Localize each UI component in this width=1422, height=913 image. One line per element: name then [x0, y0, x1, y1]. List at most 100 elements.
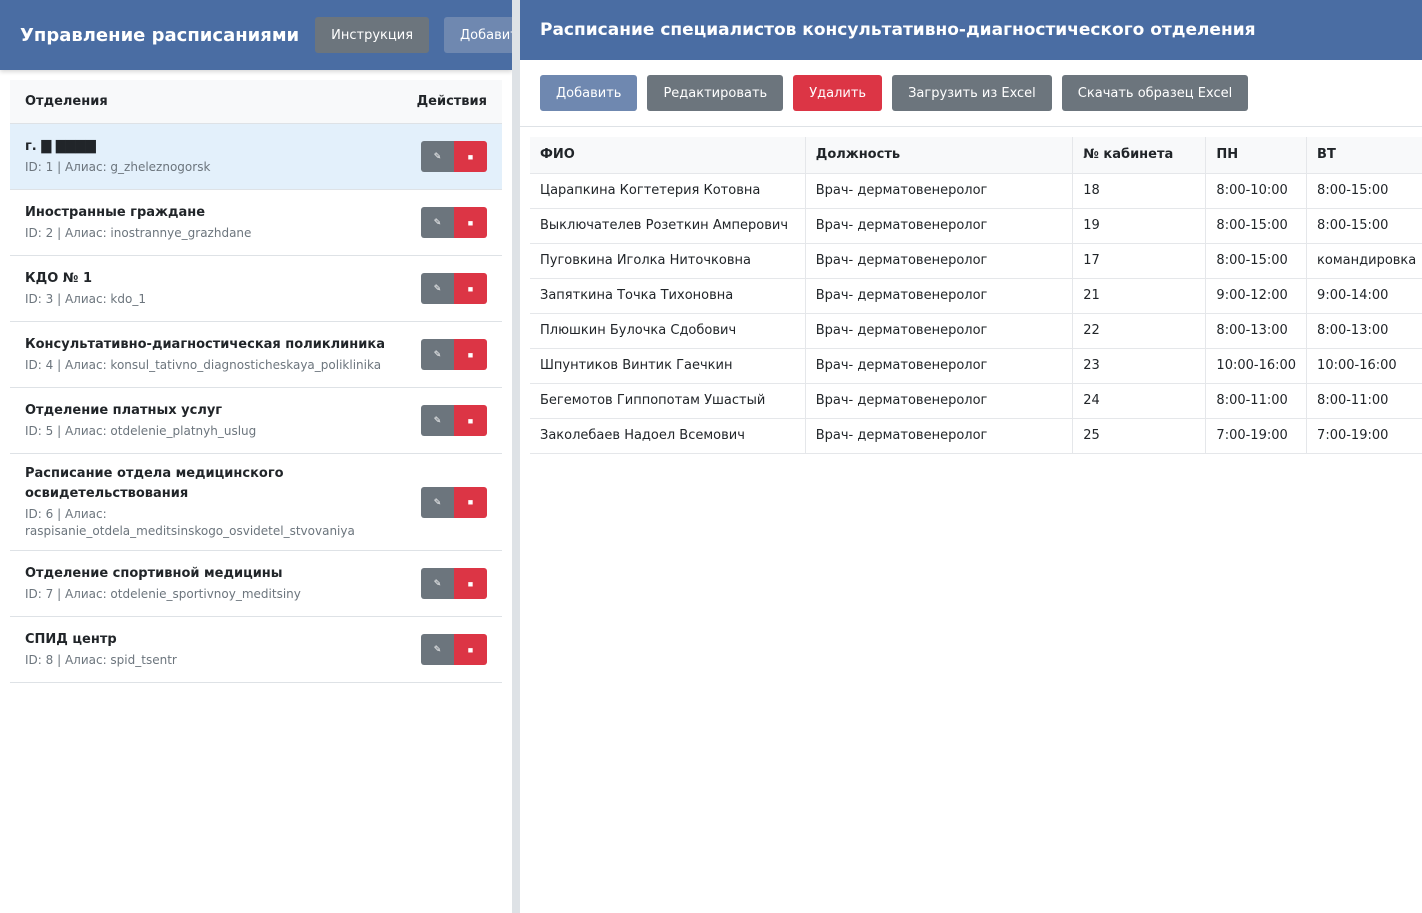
schedule-title: Расписание специалистов консультативно-д…: [540, 20, 1256, 40]
column-header[interactable]: ПН: [1205, 137, 1308, 174]
table-cell: Врач- дерматовенеролог: [804, 312, 1074, 349]
trash-icon: ■: [467, 217, 474, 228]
table-cell: Запяткина Точка Тихоновна: [530, 277, 806, 314]
department-meta: ID: 7 | Алиас: otdelenie_sportivnoy_medi…: [25, 587, 301, 601]
department-row[interactable]: Отделение платных услуг ID: 5 | Алиас: ot…: [10, 388, 502, 454]
delete-department-button[interactable]: ■: [454, 634, 487, 665]
table-cell: Врач- дерматовенеролог: [804, 172, 1074, 209]
toolbar: Добавить Редактировать Удалить Загрузить…: [520, 60, 1422, 127]
edit-department-button[interactable]: ✎: [421, 141, 454, 172]
trash-icon: ■: [467, 644, 474, 655]
delete-department-button[interactable]: ■: [454, 339, 487, 370]
table-cell: 7:00-19:00: [1205, 417, 1308, 454]
pencil-icon: ✎: [433, 283, 442, 293]
department-row[interactable]: г. ▇ ▇▇▇▇ ID: 1 | Алиас: g_zheleznogorsk ✎…: [10, 124, 502, 190]
table-header-row: ФИО Должность № кабинета ПН ВТ: [530, 137, 1422, 174]
table-row[interactable]: Выключателев Розеткин Амперович Врач- дер…: [530, 207, 1422, 244]
table-cell: 25: [1072, 417, 1207, 454]
column-header[interactable]: ФИО: [530, 137, 806, 174]
add-button[interactable]: Добавить: [540, 75, 638, 111]
table-cell: 8:00-15:00: [1205, 242, 1308, 279]
delete-button[interactable]: Удалить: [793, 75, 883, 111]
edit-department-button[interactable]: ✎: [421, 339, 454, 370]
department-name: Расписание отдела медицинского освидетел…: [25, 466, 284, 501]
right-header: Расписание специалистов консультативно-д…: [520, 0, 1422, 60]
department-name: Консультативно-диагностическая поликлини…: [25, 337, 385, 352]
table-cell: 10:00-16:00: [1306, 347, 1422, 384]
department-row[interactable]: КДО № 1 ID: 3 | Алиас: kdo_1 ✎ ■: [10, 256, 502, 322]
department-meta: ID: 8 | Алиас: spid_tsentr: [25, 653, 177, 667]
upload-excel-button[interactable]: Загрузить из Excel: [892, 75, 1052, 111]
table-cell: Врач- дерматовенеролог: [804, 242, 1074, 279]
department-meta: ID: 4 | Алиас: konsul_tativno_diagnostic…: [25, 358, 382, 372]
table-cell: 18: [1072, 172, 1207, 209]
edit-department-button[interactable]: ✎: [421, 207, 454, 238]
trash-icon: ■: [467, 497, 474, 507]
table-cell: 8:00-15:00: [1306, 172, 1422, 209]
table-row[interactable]: Плюшкин Булочка Сдобович Врач- дерматовен…: [530, 312, 1422, 349]
table-cell: 21: [1072, 277, 1207, 314]
department-row[interactable]: Иностранные граждане ID: 2 | Алиас: inost…: [10, 190, 502, 256]
department-name: СПИД центр: [25, 632, 117, 647]
left-header: Управление расписаниями Инструкция Добав…: [0, 0, 542, 70]
delete-department-button[interactable]: ■: [454, 568, 487, 599]
table-row[interactable]: Шпунтиков Винтик Гаечкин Врач- дерматовен…: [530, 347, 1422, 384]
table-cell: 8:00-15:00: [1205, 207, 1308, 244]
edit-department-button[interactable]: ✎: [421, 486, 454, 518]
app-title: Управление расписаниями: [20, 24, 300, 46]
table-row[interactable]: Царапкина Когтетерия Котовна Врач- дермат…: [530, 172, 1422, 209]
table-cell: 22: [1072, 312, 1207, 349]
pencil-icon: ✎: [433, 644, 442, 654]
column-header[interactable]: ВТ: [1306, 137, 1422, 174]
department-meta: ID: 6 | Алиас: raspisanie_otdela_meditsi…: [25, 507, 355, 538]
table-cell: Царапкина Когтетерия Котовна: [530, 172, 806, 209]
department-meta: ID: 1 | Алиас: g_zheleznogorsk: [25, 160, 211, 174]
edit-button[interactable]: Редактировать: [647, 75, 784, 111]
edit-department-button[interactable]: ✎: [421, 634, 454, 665]
table-row[interactable]: Запяткина Точка Тихоновна Врач- дерматове…: [530, 277, 1422, 314]
department-name: КДО № 1: [25, 271, 92, 286]
table-cell: Врач- дерматовенеролог: [804, 207, 1074, 244]
departments-table-header: Отделения Действия: [10, 80, 502, 124]
delete-department-button[interactable]: ■: [454, 405, 487, 436]
table-cell: 19: [1072, 207, 1207, 244]
department-row[interactable]: Расписание отдела медицинского освидетел…: [10, 454, 502, 551]
delete-department-button[interactable]: ■: [454, 486, 487, 518]
department-name: Отделение платных услуг: [25, 403, 223, 418]
trash-icon: ■: [467, 415, 474, 426]
schedule-panel: Расписание специалистов консультативно-д…: [520, 0, 1422, 913]
table-cell: 8:00-13:00: [1205, 312, 1308, 349]
panel-divider[interactable]: [512, 0, 520, 913]
table-cell: 8:00-15:00: [1306, 207, 1422, 244]
trash-icon: ■: [467, 283, 474, 294]
department-row[interactable]: СПИД центр ID: 8 | Алиас: spid_tsentr ✎ ■: [10, 617, 502, 683]
department-row[interactable]: Отделение спортивной медицины ID: 7 | Али…: [10, 551, 502, 617]
table-cell: Врач- дерматовенеролог: [804, 417, 1074, 454]
department-name: Отделение спортивной медицины: [25, 566, 283, 581]
table-row[interactable]: Бегемотов Гиппопотам Ушастый Врач- дермат…: [530, 382, 1422, 419]
department-row[interactable]: Консультативно-диагностическая поликлини…: [10, 322, 502, 388]
department-meta: ID: 2 | Алиас: inostrannye_grazhdane: [25, 226, 252, 240]
table-cell: 8:00-10:00: [1205, 172, 1308, 209]
delete-department-button[interactable]: ■: [454, 207, 487, 238]
column-header[interactable]: Должность: [804, 137, 1074, 174]
instruction-button[interactable]: Инструкция: [315, 17, 430, 53]
trash-icon: ■: [467, 151, 474, 162]
delete-department-button[interactable]: ■: [454, 273, 487, 304]
edit-department-button[interactable]: ✎: [421, 405, 454, 436]
pencil-icon: ✎: [433, 415, 442, 425]
delete-department-button[interactable]: ■: [454, 141, 487, 172]
column-header[interactable]: № кабинета: [1072, 137, 1207, 174]
edit-department-button[interactable]: ✎: [421, 273, 454, 304]
pencil-icon: ✎: [433, 349, 442, 359]
table-row[interactable]: Заколебаев Надоел Всемович Врач- дерматов…: [530, 417, 1422, 454]
download-template-button[interactable]: Скачать образец Excel: [1061, 75, 1249, 111]
edit-department-button[interactable]: ✎: [421, 568, 454, 599]
table-cell: Врач- дерматовенеролог: [804, 347, 1074, 384]
table-cell: Шпунтиков Винтик Гаечкин: [530, 347, 806, 384]
pencil-icon: ✎: [433, 496, 442, 507]
table-cell: Врач- дерматовенеролог: [804, 382, 1074, 419]
table-cell: 8:00-11:00: [1205, 382, 1308, 419]
table-cell: 8:00-13:00: [1306, 312, 1422, 349]
table-row[interactable]: Пуговкина Иголка Ниточковна Врач- дермато…: [530, 242, 1422, 279]
